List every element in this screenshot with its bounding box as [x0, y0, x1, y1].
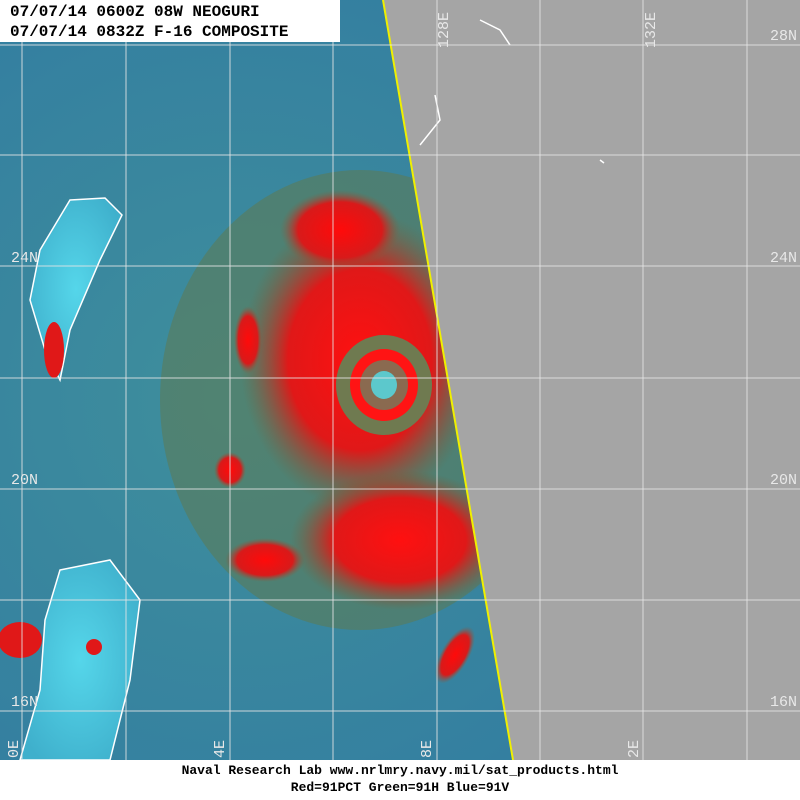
lon-label: 128E [436, 12, 453, 48]
header-line: 07/07/14 0600Z 08W NEOGURI [10, 3, 260, 21]
lon-label: 4E [212, 740, 229, 758]
eye [371, 371, 397, 399]
land-convection [44, 322, 64, 378]
footer-line: Red=91PCT Green=91H Blue=91V [291, 780, 510, 795]
land-convection [0, 622, 42, 658]
rainband [434, 626, 476, 684]
rainband [290, 470, 510, 610]
no-data-area [383, 0, 800, 760]
lat-label: 20N [770, 472, 797, 489]
lon-label: 132E [643, 12, 660, 48]
rainband [280, 190, 400, 270]
header-box [0, 0, 340, 42]
lat-label: 24N [770, 250, 797, 267]
lon-label: 0E [6, 740, 23, 758]
lat-label: 16N [770, 694, 797, 711]
rainband [234, 306, 262, 374]
lat-label: 20N [11, 472, 38, 489]
grid [0, 0, 800, 760]
rainband [225, 538, 305, 582]
land-convection [86, 639, 102, 655]
header-line: 07/07/14 0832Z F-16 COMPOSITE [10, 23, 288, 41]
lat-label: 28N [770, 28, 797, 45]
swath-edge [382, 0, 514, 761]
lat-label: 16N [11, 694, 38, 711]
lon-label: 8E [419, 740, 436, 758]
lon-label: 2E [626, 740, 643, 758]
lat-label: 24N [11, 250, 38, 267]
footer-box [0, 760, 800, 800]
footer-line: Naval Research Lab www.nrlmry.navy.mil/s… [182, 763, 619, 778]
